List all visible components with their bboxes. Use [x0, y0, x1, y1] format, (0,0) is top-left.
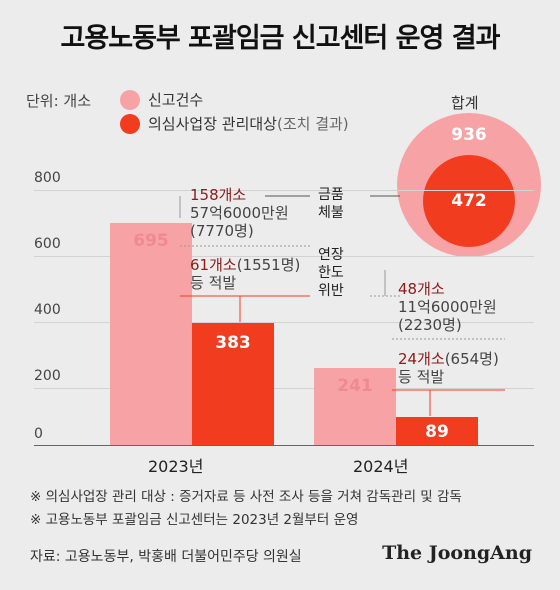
ann-2024-overtime-people: (654명)	[444, 350, 499, 368]
ann-2024-overtime: 24개소(654명) 등 적발	[398, 350, 499, 386]
ann-2023-overtime-count: 61개소	[190, 256, 237, 274]
ann-2024-overtime-count: 24개소	[398, 350, 445, 368]
x-label-2023: 2023년	[148, 457, 204, 476]
legend-item-reports: 신고건수	[120, 89, 203, 110]
ytick-0: 0	[34, 426, 43, 442]
totals-targets-value: 472	[451, 191, 487, 211]
ann-2023-overtime-people: (1551명)	[236, 256, 301, 274]
gridline-400	[34, 322, 534, 323]
legend-label-targets-suffix: (조치 결과)	[276, 115, 349, 133]
totals-label: 합계	[451, 94, 479, 112]
gridline-200	[34, 388, 534, 389]
bar-2024-reports	[314, 368, 396, 445]
x-label-2024: 2024년	[353, 457, 409, 476]
x-axis-baseline	[34, 445, 534, 446]
ann-2023-overtime: 61개소(1551명) 등 적발	[190, 256, 300, 292]
ann-2023-overtime-action: 등 적발	[190, 274, 237, 292]
gridline-600	[34, 256, 534, 257]
unit-label: 단위: 개소	[26, 92, 92, 110]
ytick-400: 400	[34, 302, 61, 318]
ann-2024-overtime-action: 등 적발	[398, 368, 445, 386]
totals-inner-circle: 472	[423, 155, 515, 247]
bar-label-2023-targets: 383	[215, 332, 251, 353]
side-label-unpaid-line1: 금품	[318, 187, 344, 203]
bar-label-2023-reports: 695	[133, 231, 169, 252]
side-label-overtime: 연장 한도 위반	[318, 246, 344, 300]
ytick-600: 600	[34, 236, 61, 252]
side-label-overtime-line3: 위반	[318, 283, 344, 299]
source-credit: 자료: 고용노동부, 박홍배 더불어민주당 의원실	[30, 549, 302, 565]
legend-swatch-reports	[120, 89, 140, 110]
side-label-overtime-line2: 한도	[318, 265, 344, 281]
totals-reports-value: 936	[451, 125, 487, 145]
note-target-definition: ※ 의심사업장 관리 대상 : 증거자료 등 사전 조사 등을 거쳐 감독관리 …	[30, 489, 462, 505]
side-label-unpaid: 금품 체불	[318, 186, 344, 222]
ann-2024-unpaid-amount: 11억6000만원	[398, 298, 497, 316]
legend-label-reports: 신고건수	[148, 91, 204, 109]
ann-2023-unpaid-people: (7770명)	[190, 222, 254, 240]
side-label-overtime-line1: 연장	[318, 247, 344, 263]
ann-2024-unpaid-count: 48개소	[398, 280, 445, 298]
side-label-unpaid-line2: 체불	[318, 205, 344, 221]
ann-2023-unpaid: 158개소 57억6000만원 (7770명)	[190, 186, 289, 240]
bar-label-2024-reports: 241	[337, 376, 373, 397]
chart-title: 고용노동부 포괄임금 신고센터 운영 결과	[60, 23, 501, 54]
ytick-200: 200	[34, 368, 61, 384]
ann-2024-unpaid: 48개소 11억6000만원 (2230명)	[398, 280, 497, 334]
bar-2023-reports	[110, 223, 192, 445]
legend-item-targets: 의심사업장 관리대상(조치 결과)	[120, 113, 349, 134]
ann-2024-unpaid-people: (2230명)	[398, 316, 462, 334]
bar-2023-targets	[192, 322, 274, 445]
brand-logo: The JoongAng	[382, 542, 532, 564]
legend-label-targets: 의심사업장 관리대상(조치 결과)	[148, 115, 349, 133]
ytick-800: 800	[34, 170, 61, 186]
ann-2023-unpaid-amount: 57억6000만원	[190, 204, 289, 222]
bar-2024-targets	[396, 416, 478, 445]
gridline-800	[34, 190, 534, 191]
ann-2023-unpaid-count: 158개소	[190, 186, 247, 204]
note-center-start: ※ 고용노동부 포괄임금 신고센터는 2023년 2월부터 운영	[30, 512, 359, 528]
bar-label-2024-targets: 89	[425, 421, 449, 442]
legend-swatch-targets	[120, 113, 140, 134]
